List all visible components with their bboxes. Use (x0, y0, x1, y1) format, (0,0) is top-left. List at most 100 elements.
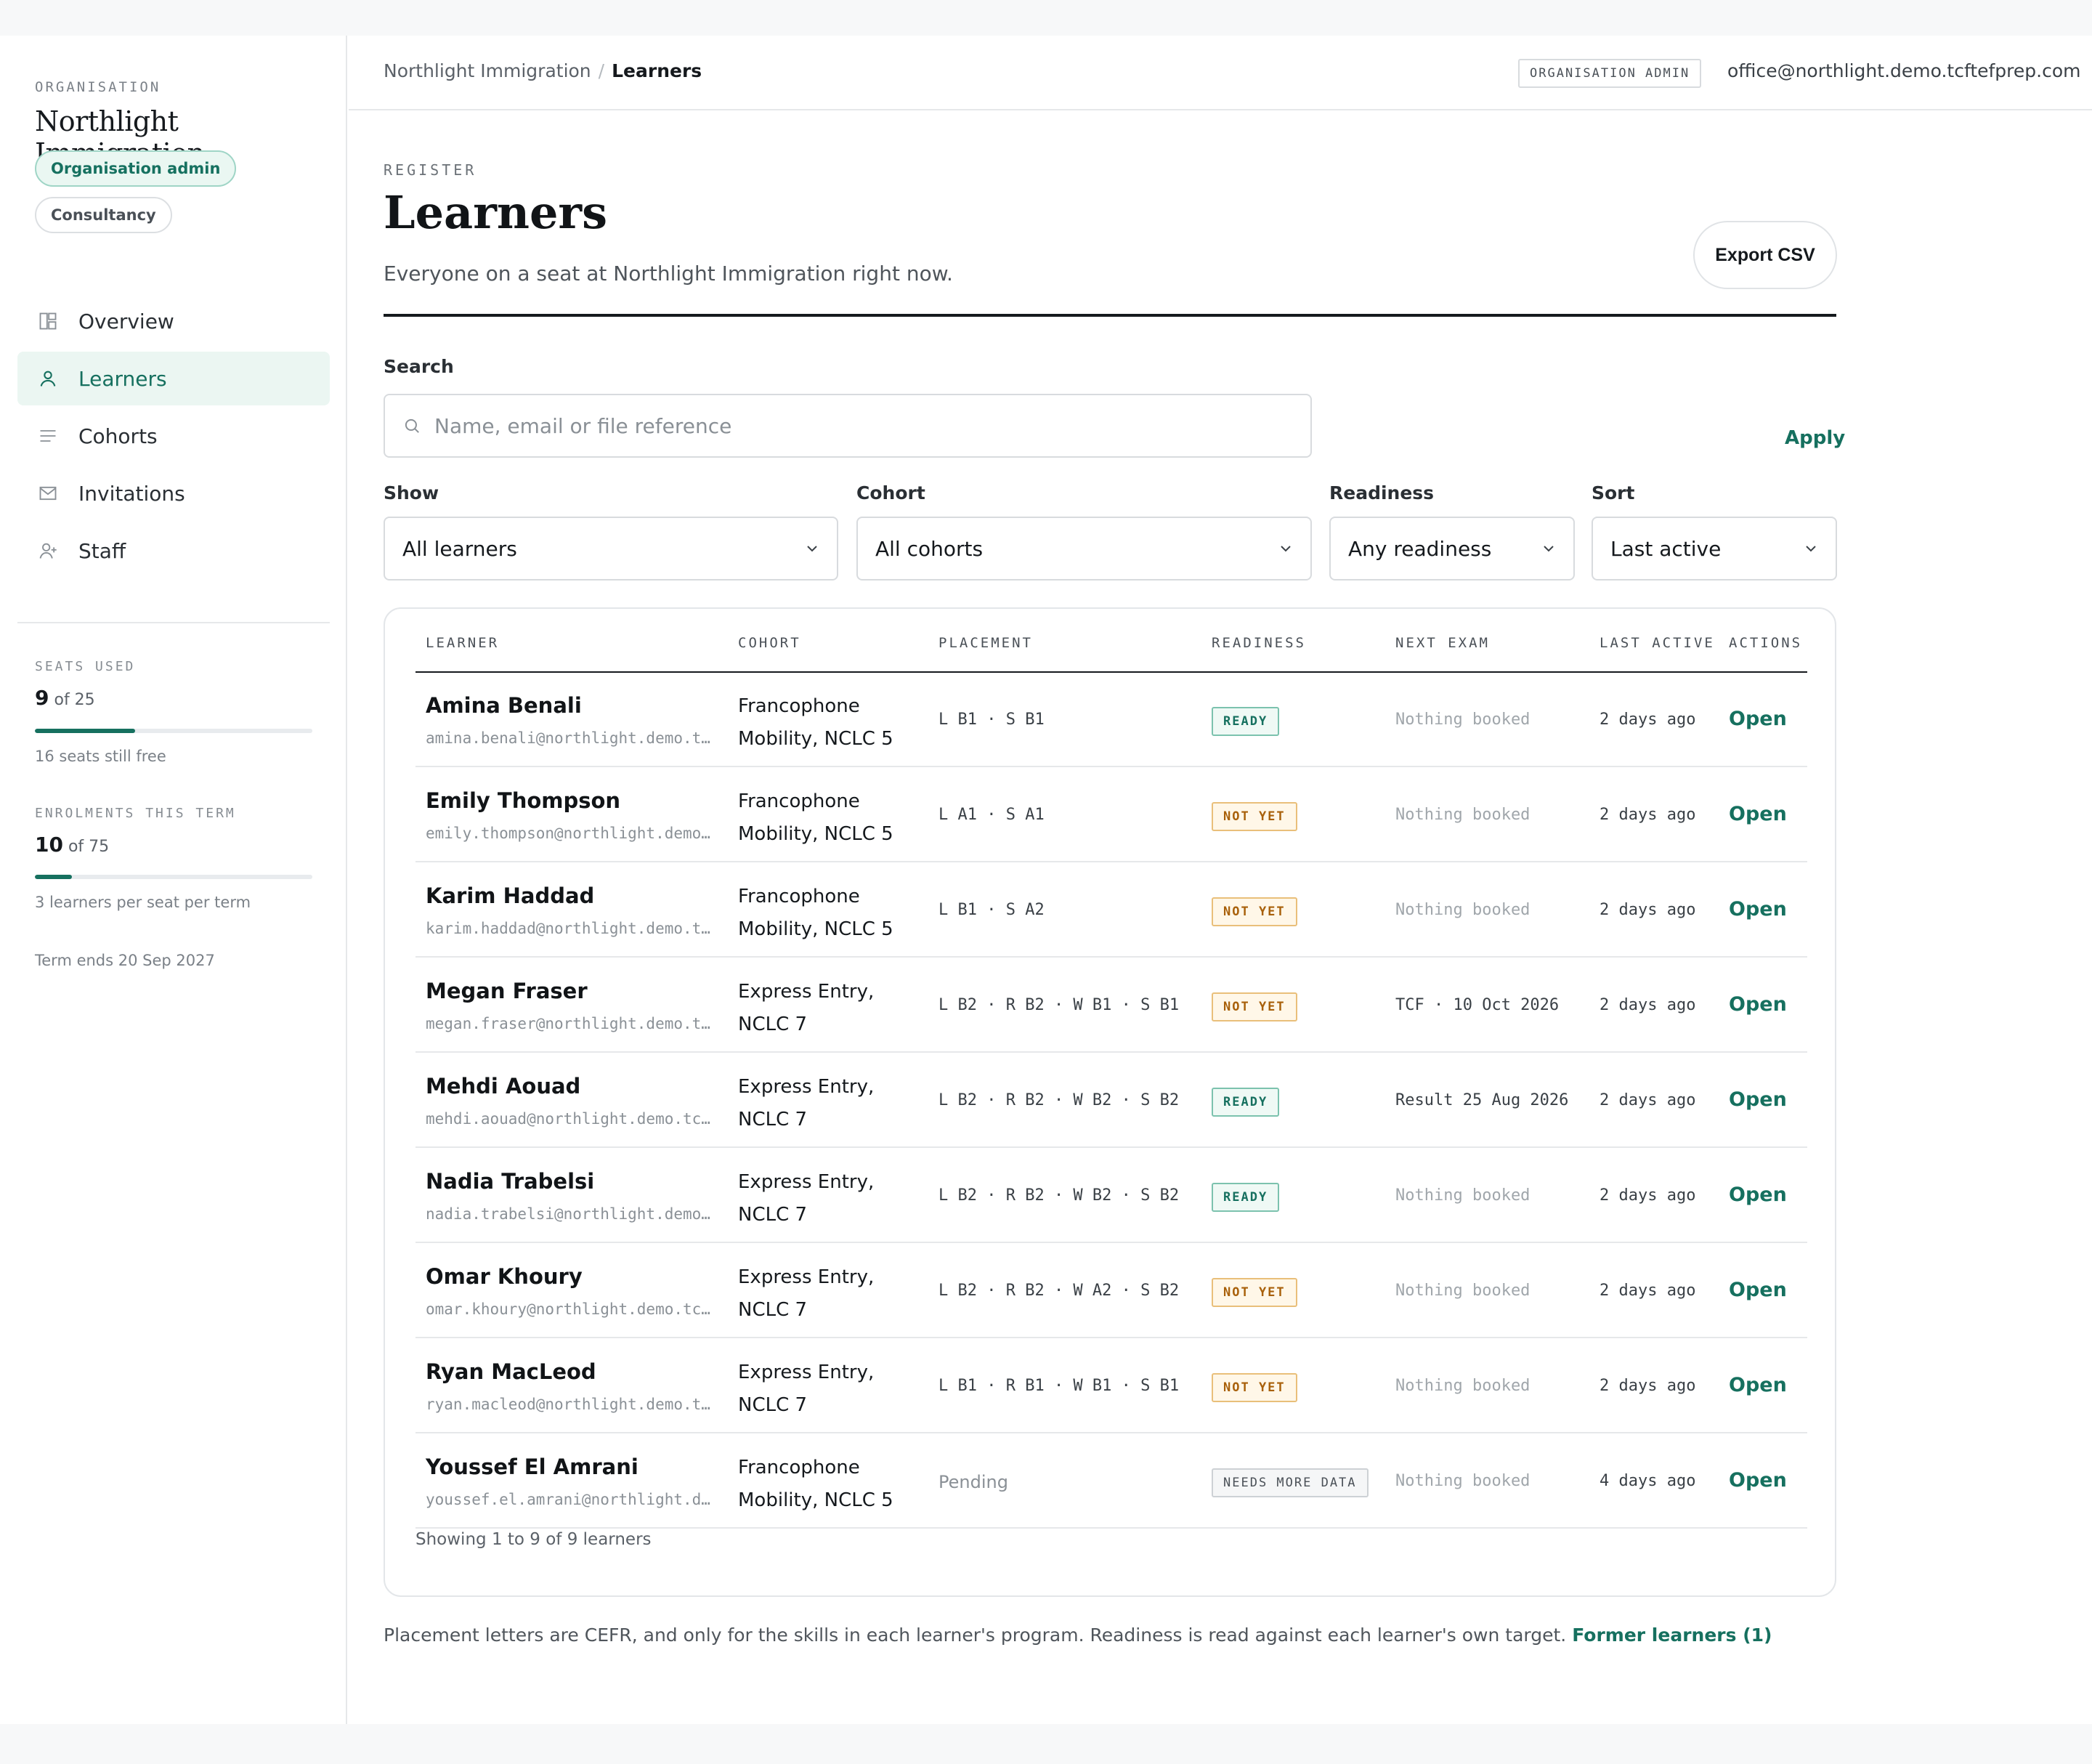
learner-name[interactable]: Ryan MacLeod (426, 1359, 596, 1384)
learner-cohort: Express Entry, NCLC 7 (738, 981, 875, 1035)
search-field[interactable] (384, 394, 1312, 458)
learner-cohort: Francophone Mobility, NCLC 5 (738, 695, 893, 750)
page-eyebrow: REGISTER (384, 161, 477, 179)
seats-eyebrow: SEATS USED (35, 659, 136, 674)
learner-name[interactable]: Youssef El Amrani (426, 1455, 638, 1479)
open-learner-link[interactable]: Open (1729, 803, 1787, 825)
next-exam: Nothing booked (1395, 711, 1531, 729)
last-active: 2 days ago (1600, 901, 1696, 919)
seats-note: 16 seats still free (35, 748, 166, 765)
sidebar-divider (17, 622, 330, 623)
next-exam: Nothing booked (1395, 1377, 1531, 1395)
learner-cohort: Express Entry, NCLC 7 (738, 1076, 875, 1130)
learners-table: LEARNER COHORT PLACEMENT READINESS NEXT … (384, 607, 1836, 1597)
table-row: Ryan MacLeod ryan.macleod@northlight.dem… (415, 1339, 1807, 1433)
sidebar-item-staff[interactable]: Staff (17, 524, 330, 578)
learner-cohort: Francophone Mobility, NCLC 5 (738, 1457, 893, 1511)
seats-progress-bar (35, 729, 312, 733)
show-select[interactable]: All learners (384, 517, 838, 580)
role-pill: Organisation admin (35, 150, 237, 187)
column-header-placement[interactable]: PLACEMENT (938, 635, 1033, 651)
org-eyebrow: ORGANISATION (35, 79, 161, 95)
cohort-label: Cohort (856, 482, 925, 503)
sort-select[interactable]: Last active (1592, 517, 1837, 580)
learner-placement: L B1 · R B1 · W B1 · S B1 (938, 1377, 1180, 1395)
table-row: Omar Khoury omar.khoury@northlight.demo.… (415, 1244, 1807, 1338)
enrolments-progress-fill (35, 875, 72, 879)
learner-name[interactable]: Nadia Trabelsi (426, 1169, 595, 1194)
sort-label: Sort (1592, 482, 1635, 503)
learner-name[interactable]: Megan Fraser (426, 979, 588, 1003)
learner-name[interactable]: Mehdi Aouad (426, 1074, 581, 1099)
learner-placement: L B2 · R B2 · W B2 · S B2 (938, 1186, 1180, 1205)
table-pagination-summary: Showing 1 to 9 of 9 learners (415, 1530, 652, 1549)
learner-placement: Pending (938, 1472, 1008, 1492)
readiness-badge: READY (1212, 707, 1280, 736)
last-active: 2 days ago (1600, 1091, 1696, 1109)
readiness-badge: NOT YET (1212, 897, 1297, 926)
table-row: Mehdi Aouad mehdi.aouad@northlight.demo.… (415, 1053, 1807, 1148)
learner-name[interactable]: Amina Benali (426, 693, 582, 718)
column-header-cohort[interactable]: COHORT (738, 635, 801, 651)
list-icon (38, 426, 58, 446)
readiness-badge: READY (1212, 1183, 1280, 1212)
readiness-badge: NOT YET (1212, 1278, 1297, 1307)
learner-name[interactable]: Karim Haddad (426, 883, 595, 908)
sort-select-value: Last active (1610, 536, 1722, 561)
enrolments-value: 10 of 75 (35, 833, 109, 857)
learner-email: emily.thompson@northlight.demo.tcftefpre… (426, 825, 719, 842)
sidebar-item-invitations[interactable]: Invitations (17, 466, 330, 520)
sidebar-item-learners[interactable]: Learners (17, 352, 330, 405)
readiness-select[interactable]: Any readiness (1329, 517, 1575, 580)
column-header-next-exam[interactable]: NEXT EXAM (1395, 635, 1490, 651)
open-learner-link[interactable]: Open (1729, 1279, 1787, 1301)
user-email[interactable]: office@northlight.demo.tcftefprep.com (1727, 60, 2081, 81)
open-learner-link[interactable]: Open (1729, 993, 1787, 1016)
table-row: Megan Fraser megan.fraser@northlight.dem… (415, 958, 1807, 1053)
table-row: Amina Benali amina.benali@northlight.dem… (415, 673, 1807, 767)
learner-cohort: Express Entry, NCLC 7 (738, 1171, 875, 1226)
sidebar-item-label: Overview (78, 309, 174, 333)
sidebar: ORGANISATION Northlight Immigration Orga… (0, 36, 347, 1724)
sidebar-item-cohorts[interactable]: Cohorts (17, 409, 330, 463)
sidebar-item-overview[interactable]: Overview (17, 294, 330, 348)
breadcrumb: Northlight Immigration / Learners (384, 60, 702, 81)
user-plus-icon (38, 541, 58, 561)
sidebar-item-label: Staff (78, 538, 126, 563)
former-learners-link[interactable]: Former learners (1) (1572, 1625, 1772, 1646)
learner-name[interactable]: Omar Khoury (426, 1264, 583, 1289)
enrolments-used: 10 (35, 833, 63, 857)
enrolments-progress-bar (35, 875, 312, 879)
readiness-badge: NOT YET (1212, 992, 1297, 1021)
column-header-last-active[interactable]: LAST ACTIVE (1600, 635, 1715, 651)
table-row: Nadia Trabelsi nadia.trabelsi@northlight… (415, 1149, 1807, 1243)
open-learner-link[interactable]: Open (1729, 708, 1787, 730)
open-learner-link[interactable]: Open (1729, 898, 1787, 921)
column-header-readiness[interactable]: READINESS (1212, 635, 1306, 651)
column-header-learner[interactable]: LEARNER (426, 635, 500, 651)
last-active: 2 days ago (1600, 1377, 1696, 1395)
show-label: Show (384, 482, 439, 503)
export-csv-button[interactable]: Export CSV (1693, 221, 1837, 289)
open-learner-link[interactable]: Open (1729, 1088, 1787, 1111)
topbar: Northlight Immigration / Learners ORGANISA… (349, 36, 2092, 110)
footnote-text: Placement letters are CEFR, and only for… (384, 1625, 1567, 1646)
learner-placement: L B1 · S B1 (938, 711, 1045, 729)
seats-progress-fill (35, 729, 135, 733)
breadcrumb-separator: / (598, 60, 605, 81)
learner-email: youssef.el.amrani@northlight.demo.tcftef… (426, 1491, 719, 1508)
learner-email: amina.benali@northlight.demo.tcftefprep.… (426, 729, 719, 747)
term-note: Term ends 20 Sep 2027 (35, 952, 215, 969)
learner-name[interactable]: Emily Thompson (426, 788, 621, 813)
learner-placement: L B2 · R B2 · W A2 · S B2 (938, 1282, 1180, 1300)
open-learner-link[interactable]: Open (1729, 1374, 1787, 1396)
cohort-select[interactable]: All cohorts (856, 517, 1312, 580)
app-frame: ORGANISATION Northlight Immigration Orga… (0, 36, 2092, 1724)
search-input[interactable] (434, 413, 1292, 438)
learner-email: omar.khoury@northlight.demo.tcftefprep.c… (426, 1300, 719, 1318)
breadcrumb-root[interactable]: Northlight Immigration (384, 60, 591, 81)
sidebar-item-label: Invitations (78, 481, 185, 506)
open-learner-link[interactable]: Open (1729, 1469, 1787, 1492)
apply-button[interactable]: Apply (1785, 427, 1846, 449)
open-learner-link[interactable]: Open (1729, 1184, 1787, 1206)
